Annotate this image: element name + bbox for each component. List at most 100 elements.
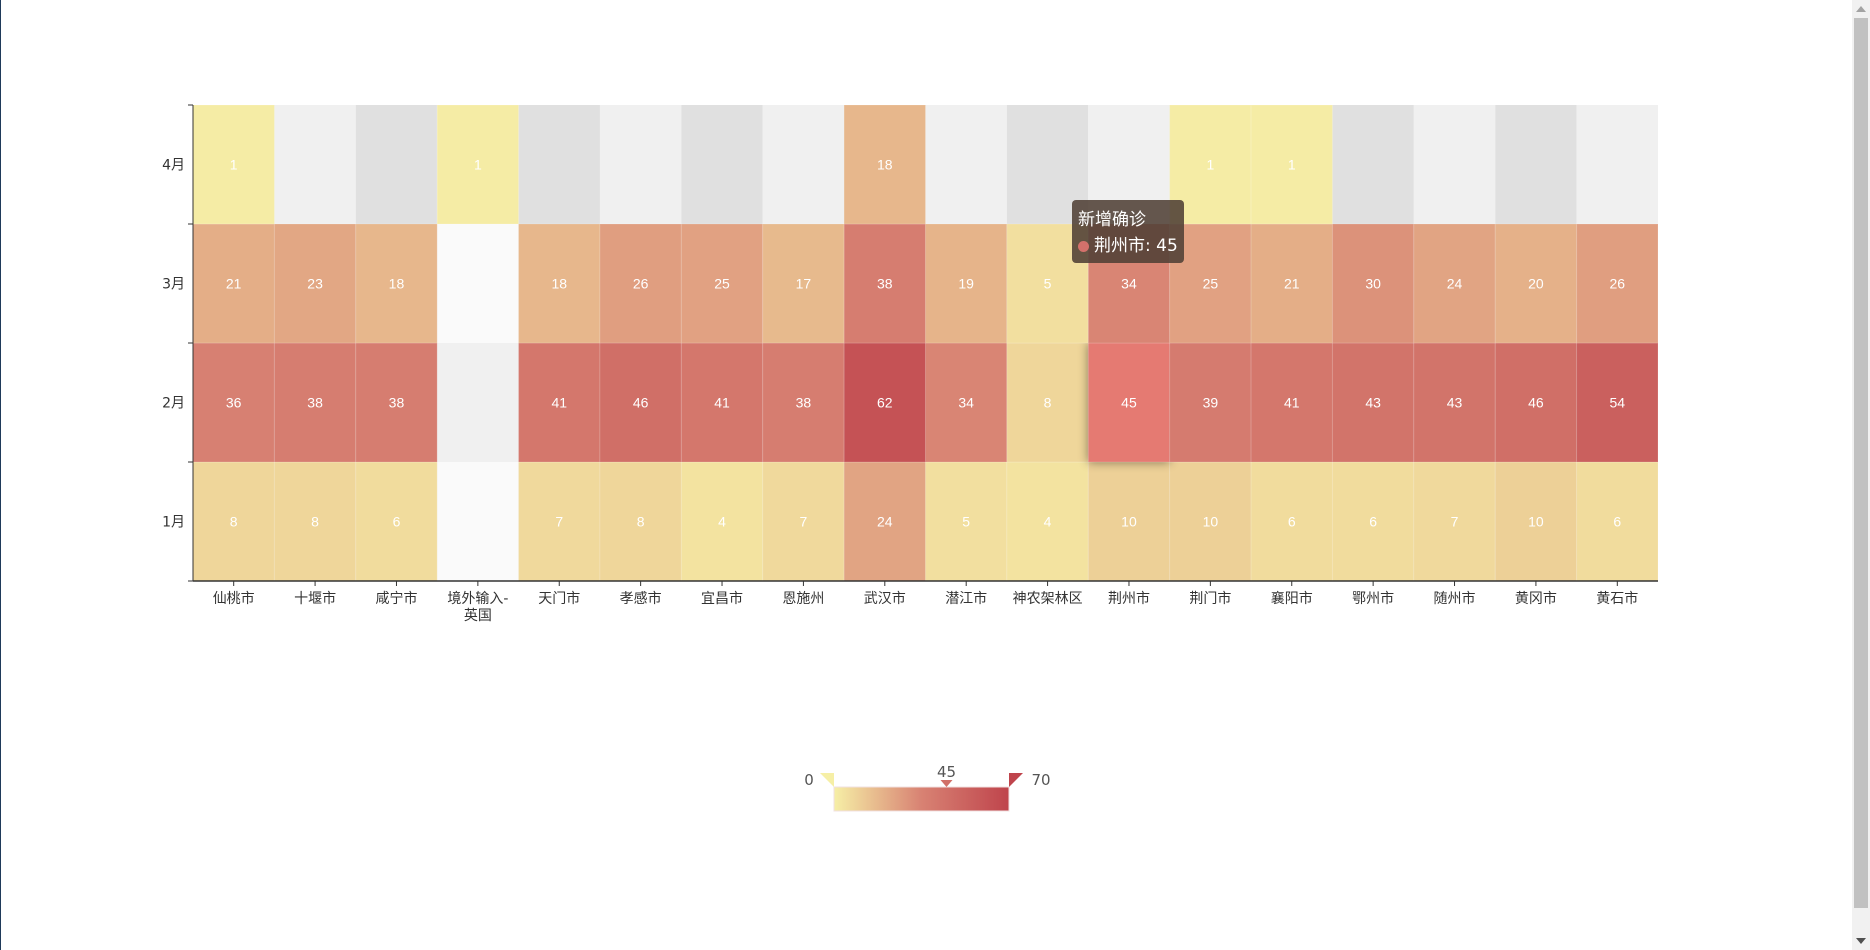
split-area	[762, 105, 845, 224]
visual-map-max-handle	[1009, 773, 1023, 787]
cell-label: 6	[1288, 514, 1296, 530]
heatmap-cell	[1494, 461, 1578, 582]
heatmap-cell	[1576, 342, 1659, 463]
y-tick-label: 1月	[162, 515, 185, 531]
heatmap-cell	[355, 342, 438, 463]
cell-label: 26	[633, 276, 649, 292]
heatmap-cell	[1413, 223, 1496, 344]
cell-label: 7	[1451, 514, 1459, 530]
scrollbar[interactable]	[1852, 0, 1870, 950]
cell-label: 62	[877, 395, 893, 411]
x-tick-label: 潜江市	[945, 590, 987, 607]
cell-label: 38	[796, 395, 812, 411]
cell-label: 39	[1203, 395, 1219, 411]
cell-label: 41	[551, 395, 567, 411]
y-tick-label: 3月	[162, 277, 185, 293]
split-area	[355, 105, 438, 224]
cell-label: 10	[1121, 514, 1137, 530]
x-tick-label: 武汉市	[864, 590, 906, 607]
visual-map-indicator	[940, 780, 953, 787]
cell-label: 8	[1044, 395, 1052, 411]
heatmap-cell	[1250, 104, 1333, 225]
cell-label: 26	[1610, 276, 1626, 292]
x-tick-label: 襄阳市	[1271, 590, 1313, 607]
cell-label: 38	[877, 276, 893, 292]
cell-label: 6	[1613, 514, 1621, 530]
x-tick-label: 恩施州	[782, 591, 824, 607]
heatmap-cell	[925, 461, 1008, 582]
heatmap-cell	[1250, 223, 1333, 344]
split-area	[1332, 105, 1414, 224]
cell-label: 10	[1528, 514, 1544, 530]
heatmap-cell	[273, 223, 357, 344]
split-area	[518, 105, 600, 224]
cell-label: 24	[1447, 276, 1463, 292]
heatmap-cell	[518, 342, 601, 463]
cell-label: 23	[307, 276, 323, 292]
cell-label: 17	[796, 276, 812, 292]
cell-label: 43	[1365, 395, 1381, 411]
cell-label: 7	[800, 514, 808, 530]
split-area	[437, 224, 519, 343]
heatmap-cell	[925, 223, 1008, 344]
split-area	[599, 105, 682, 224]
scroll-down-icon[interactable]	[1856, 938, 1866, 944]
tooltip-marker-icon	[1078, 241, 1089, 252]
cell-label: 46	[633, 395, 649, 411]
cell-label: 6	[1369, 514, 1377, 530]
visual-map-min-handle	[820, 773, 834, 787]
cell-label: 8	[311, 514, 319, 530]
heatmap-cell	[843, 223, 926, 344]
heatmap-cell	[843, 461, 926, 582]
x-tick-label: 孝感市	[620, 590, 662, 607]
tooltip-title: 新增确诊	[1078, 210, 1146, 230]
x-tick-label: 随州市	[1434, 590, 1476, 607]
x-tick-label: 黄冈市	[1515, 590, 1557, 607]
heatmap-cell	[1576, 461, 1659, 582]
heatmap-cell	[762, 223, 845, 344]
cell-label: 5	[1044, 276, 1052, 292]
scrollbar-thumb[interactable]	[1854, 18, 1868, 908]
cell-label: 54	[1610, 395, 1626, 411]
x-tick-label: 境外输入-英国	[447, 591, 508, 624]
x-tick-label: 天门市	[538, 590, 580, 607]
split-area	[437, 343, 519, 462]
cell-label: 4	[1044, 514, 1052, 530]
cell-label: 1	[1206, 157, 1214, 173]
heatmap-cell	[599, 223, 682, 344]
heatmap-cell	[1413, 461, 1496, 582]
cell-label: 1	[474, 157, 482, 173]
visual-map-indicator-label: 45	[937, 763, 956, 781]
cell-label: 43	[1447, 395, 1463, 411]
split-area	[1495, 105, 1577, 224]
cell-label: 25	[1203, 276, 1219, 292]
tooltip-value: 荆州市: 45	[1094, 236, 1178, 256]
x-tick-label: 咸宁市	[375, 590, 417, 607]
split-area	[681, 105, 763, 224]
heatmap-cell	[680, 223, 764, 344]
cell-label: 38	[307, 395, 323, 411]
x-tick-label: 荆门市	[1189, 590, 1231, 607]
heatmap-cell	[355, 223, 438, 344]
heatmap-cell	[1006, 342, 1089, 463]
y-tick-label: 4月	[162, 158, 185, 174]
cell-label: 4	[718, 514, 726, 530]
cell-label: 46	[1528, 395, 1544, 411]
split-area	[274, 105, 356, 224]
heatmap-cell	[680, 342, 764, 463]
x-tick-label: 神农架林区	[1013, 591, 1083, 607]
cell-label: 1	[1288, 157, 1296, 173]
x-tick-label: 荆州市	[1108, 590, 1150, 607]
x-tick-label: 鄂州市	[1352, 590, 1394, 607]
cell-label: 38	[389, 395, 405, 411]
heatmap-cell	[1576, 223, 1659, 344]
heatmap-cell	[1331, 223, 1415, 344]
cell-label: 18	[389, 276, 405, 292]
cell-label: 36	[226, 395, 242, 411]
heatmap-cell	[925, 342, 1008, 463]
cell-label: 8	[230, 514, 238, 530]
scroll-up-icon[interactable]	[1856, 6, 1866, 12]
heatmap-cell	[1087, 342, 1171, 463]
heatmap-cell	[192, 104, 275, 225]
